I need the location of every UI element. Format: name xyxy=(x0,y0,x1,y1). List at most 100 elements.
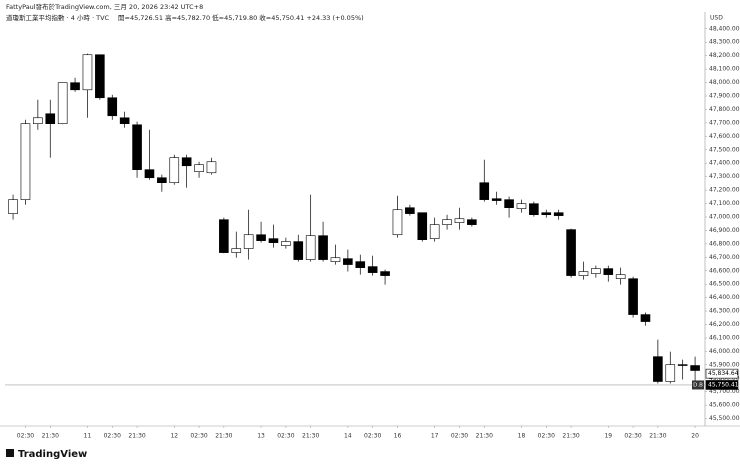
candle-body xyxy=(677,364,688,366)
x-tick-label: 20 xyxy=(691,433,699,440)
candle-body xyxy=(367,266,378,273)
x-tick-label: 21:30 xyxy=(649,433,666,440)
y-tick-label: 48,100.00 xyxy=(709,66,740,73)
x-tick-label: 17 xyxy=(431,433,439,440)
x-tick-label: 21:30 xyxy=(476,433,493,440)
price-tag: 45,834.64 xyxy=(708,370,739,377)
y-tick-label: 47,800.00 xyxy=(709,106,740,113)
candle-body xyxy=(206,161,217,174)
y-tick-label: 46,400.00 xyxy=(709,294,740,301)
x-tick-label: 02:30 xyxy=(104,433,121,440)
y-tick-label: 47,100.00 xyxy=(709,200,740,207)
candle-body xyxy=(454,218,465,223)
y-tick-label: 46,000.00 xyxy=(709,348,740,355)
candle-body xyxy=(467,219,477,225)
candle-body xyxy=(219,219,229,253)
candle-body xyxy=(690,365,700,371)
y-tick-label: 46,300.00 xyxy=(709,308,740,315)
candle-body xyxy=(70,82,80,91)
y-tick-label: 48,000.00 xyxy=(709,79,740,86)
y-tick-label: 48,200.00 xyxy=(709,52,740,59)
candle-body xyxy=(417,212,428,241)
candle-body xyxy=(33,117,43,124)
candle-body xyxy=(330,257,341,262)
y-tick-label: 47,700.00 xyxy=(709,119,740,126)
x-tick-label: 02:30 xyxy=(364,433,381,440)
candle-body xyxy=(243,234,254,249)
x-tick-label: 02:30 xyxy=(190,433,207,440)
tag-name: D.B xyxy=(693,382,703,388)
candle-body xyxy=(491,198,502,201)
candle-body xyxy=(640,314,651,322)
y-tick-label: 46,100.00 xyxy=(709,334,740,341)
candle-body xyxy=(591,268,601,274)
candle-body xyxy=(157,177,167,184)
candle-body xyxy=(405,207,415,214)
candle-body xyxy=(144,169,155,179)
price-tag: 45,750.41 xyxy=(708,381,739,388)
candle-body xyxy=(256,234,266,241)
y-tick-label: 47,900.00 xyxy=(709,93,740,100)
symbol: 道瓊斯工業平均指數 · 4 小時 · TVC xyxy=(6,13,110,22)
candle-body xyxy=(665,364,676,382)
y-tick-label: 46,800.00 xyxy=(709,240,740,247)
y-tick-label: 48,300.00 xyxy=(709,39,740,46)
y-tick-label: 47,400.00 xyxy=(709,160,740,167)
candle-body xyxy=(504,199,514,209)
x-tick-label: 21:30 xyxy=(215,433,232,440)
candle-body xyxy=(20,123,31,200)
x-tick-label: 02:30 xyxy=(17,433,34,440)
candle-body xyxy=(603,268,614,275)
candle-body xyxy=(566,229,576,276)
y-tick-label: 45,500.00 xyxy=(709,415,740,422)
x-tick-label: 02:30 xyxy=(538,433,555,440)
candle-body xyxy=(107,97,118,117)
candle-body xyxy=(318,235,328,260)
candle-body xyxy=(479,182,490,200)
x-tick-label: 12 xyxy=(170,433,178,440)
x-tick-label: 02:30 xyxy=(277,433,294,440)
y-tick-label: 46,900.00 xyxy=(709,227,740,234)
candle-body xyxy=(132,124,142,170)
logo[interactable]: TradingView xyxy=(6,449,87,460)
y-tick-label: 47,600.00 xyxy=(709,133,740,140)
candle-body xyxy=(442,219,452,225)
currency: USD xyxy=(710,15,723,22)
logo-text: TradingView xyxy=(18,449,87,460)
price-tag-box xyxy=(705,368,739,379)
x-tick-label: 11 xyxy=(84,433,92,440)
candle-body xyxy=(194,164,204,172)
candle-body xyxy=(119,117,130,124)
y-tick-label: 46,700.00 xyxy=(709,254,740,261)
candle-body xyxy=(355,261,366,268)
y-tick-label: 45,600.00 xyxy=(709,402,740,409)
x-tick-label: 13 xyxy=(257,433,265,440)
candle-body xyxy=(45,113,56,124)
x-tick-label: 02:30 xyxy=(451,433,468,440)
price-tag-box xyxy=(705,380,739,390)
candle-body xyxy=(268,238,279,243)
x-tick-label: 02:30 xyxy=(624,433,641,440)
y-tick-label: 45,700.00 xyxy=(709,388,740,395)
y-tick-label: 47,500.00 xyxy=(709,146,740,153)
attribution: FattyPaul發布於TradingView.com, 三月 20, 2026… xyxy=(6,2,203,11)
logo-icon xyxy=(6,449,14,457)
y-tick-label: 47,000.00 xyxy=(709,213,740,220)
candle-body xyxy=(653,356,663,382)
candle-body xyxy=(82,54,93,91)
candle-body xyxy=(57,82,68,124)
tag-name-box xyxy=(692,380,704,390)
candle-body xyxy=(429,224,440,239)
x-tick-label: 19 xyxy=(604,433,612,440)
candle-body xyxy=(305,235,316,260)
y-tick-label: 45,900.00 xyxy=(709,361,740,368)
y-tick-label: 46,500.00 xyxy=(709,281,740,288)
candle-body xyxy=(343,258,353,265)
x-tick-label: 16 xyxy=(394,433,402,440)
candle-body xyxy=(169,157,180,184)
candle-body xyxy=(293,241,304,260)
candle-body xyxy=(95,54,105,99)
x-tick-label: 21:30 xyxy=(42,433,59,440)
